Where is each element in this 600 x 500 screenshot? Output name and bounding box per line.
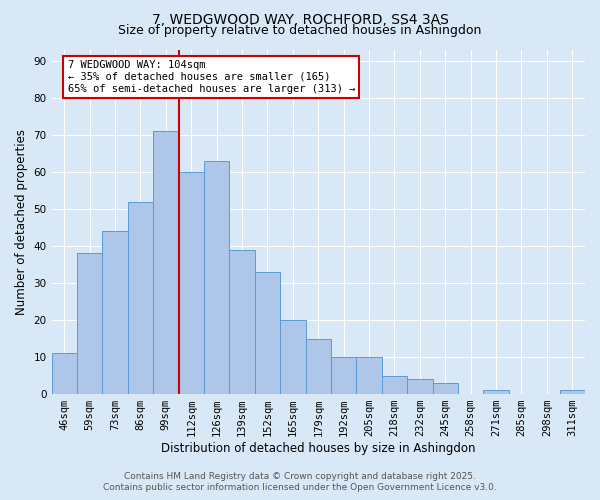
- Bar: [560, 390, 585, 394]
- Text: Contains HM Land Registry data © Crown copyright and database right 2025.
Contai: Contains HM Land Registry data © Crown c…: [103, 472, 497, 492]
- X-axis label: Distribution of detached houses by size in Ashingdon: Distribution of detached houses by size …: [161, 442, 476, 455]
- Text: 7, WEDGWOOD WAY, ROCHFORD, SS4 3AS: 7, WEDGWOOD WAY, ROCHFORD, SS4 3AS: [152, 12, 448, 26]
- Bar: [153, 132, 179, 394]
- Bar: [179, 172, 204, 394]
- Y-axis label: Number of detached properties: Number of detached properties: [15, 129, 28, 315]
- Bar: [331, 357, 356, 394]
- Bar: [484, 390, 509, 394]
- Bar: [229, 250, 255, 394]
- Bar: [128, 202, 153, 394]
- Bar: [255, 272, 280, 394]
- Text: Size of property relative to detached houses in Ashingdon: Size of property relative to detached ho…: [118, 24, 482, 37]
- Bar: [382, 376, 407, 394]
- Text: 7 WEDGWOOD WAY: 104sqm
← 35% of detached houses are smaller (165)
65% of semi-de: 7 WEDGWOOD WAY: 104sqm ← 35% of detached…: [68, 60, 355, 94]
- Bar: [280, 320, 305, 394]
- Bar: [204, 161, 229, 394]
- Bar: [52, 354, 77, 394]
- Bar: [407, 380, 433, 394]
- Bar: [356, 357, 382, 394]
- Bar: [305, 338, 331, 394]
- Bar: [433, 383, 458, 394]
- Bar: [77, 254, 103, 394]
- Bar: [103, 232, 128, 394]
